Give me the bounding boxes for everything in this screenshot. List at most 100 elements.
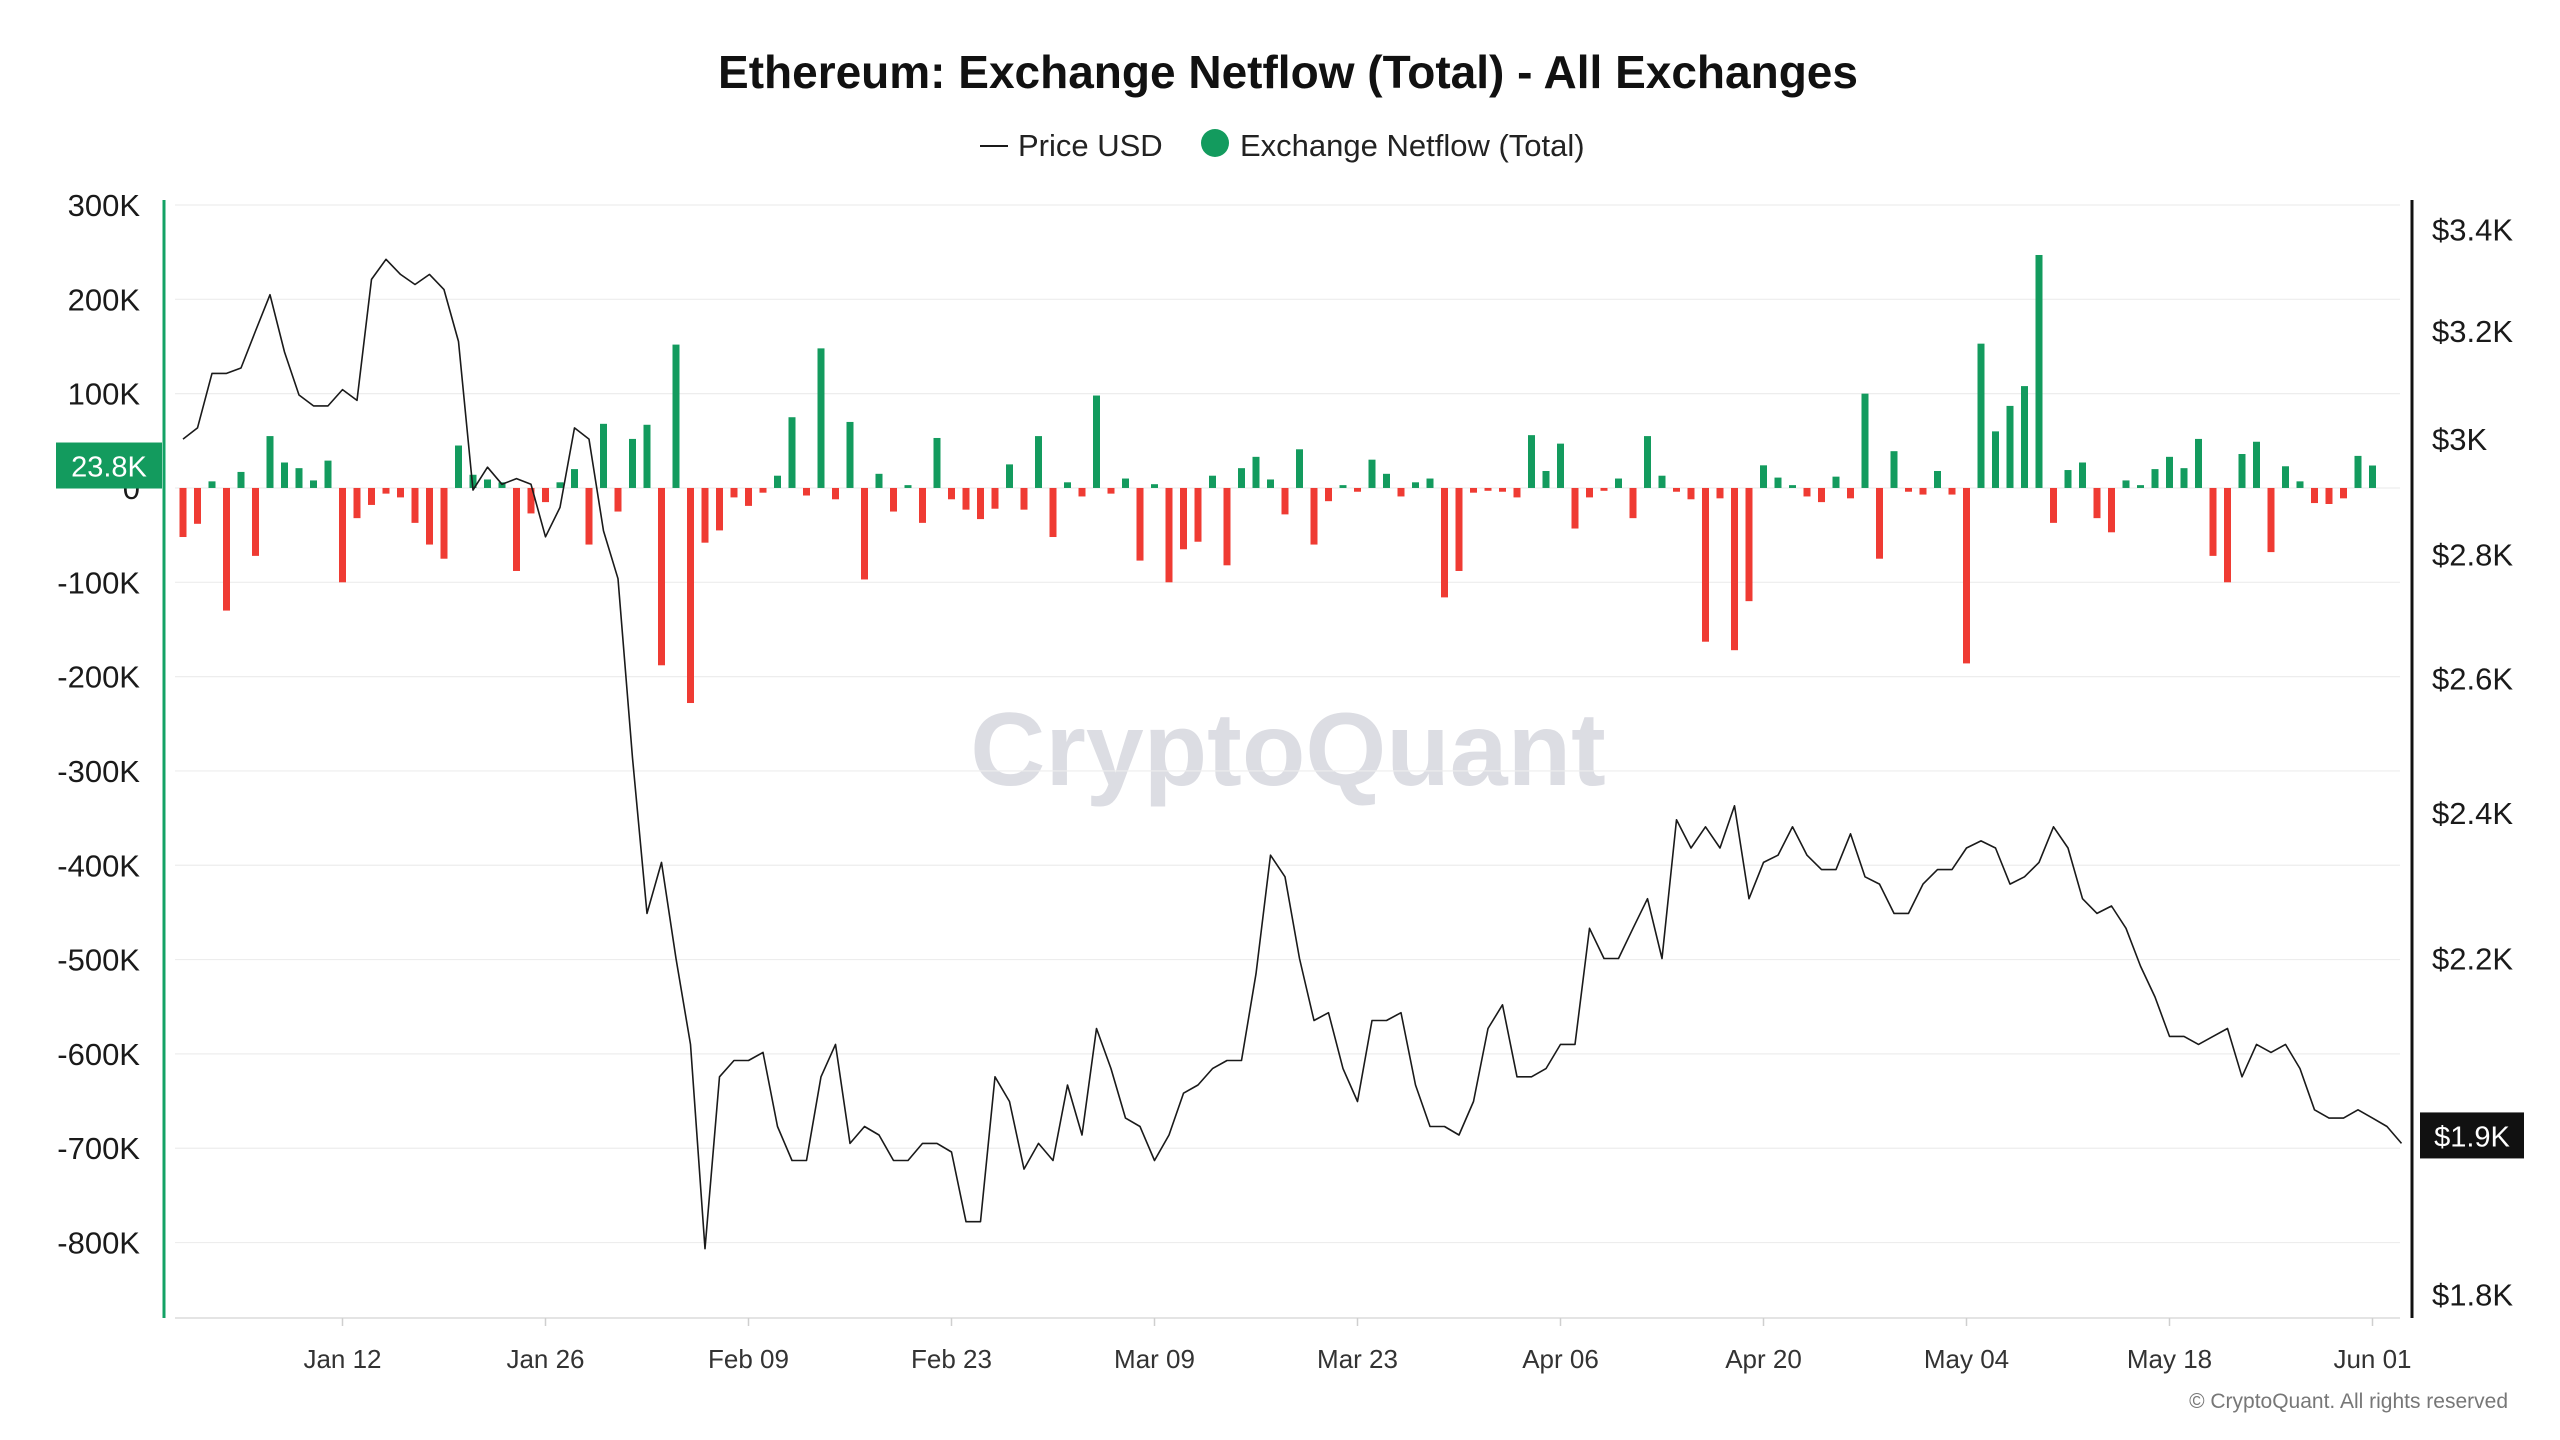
x-axis-ticks: Jan 12 Jan 26 Feb 09 Feb 23 Mar 09 Mar 23 Apr … — [303, 1318, 2412, 1374]
netflow-bar — [1455, 487, 1463, 571]
legend-netflow-dot-icon — [1201, 129, 1229, 157]
left-tick-label: -200K — [57, 660, 140, 695]
x-tick-label: Jan 12 — [303, 1344, 381, 1374]
netflow-bar — [2093, 487, 2101, 519]
netflow-bar — [1064, 482, 1071, 488]
netflow-bar — [1992, 431, 1999, 488]
netflow-bar — [2035, 254, 2043, 488]
netflow-bar — [1397, 487, 1405, 497]
netflow-bar — [1832, 476, 1840, 488]
netflow-bar — [1673, 487, 1680, 492]
netflow-bar — [1441, 487, 1448, 598]
netflow-bar — [223, 487, 230, 611]
netflow-bar — [1919, 487, 1927, 495]
netflow-bar — [2238, 454, 2246, 488]
netflow-bar — [382, 487, 390, 494]
netflow-bar — [1615, 478, 1622, 488]
netflow-bar — [426, 487, 433, 545]
netflow-bar — [1774, 477, 1782, 488]
netflow-bar — [1078, 487, 1086, 497]
netflow-bar — [1513, 487, 1521, 498]
left-tick-label: -500K — [57, 943, 140, 978]
netflow-bar — [1644, 436, 1651, 488]
netflow-bar — [194, 487, 201, 524]
netflow-bar — [2267, 487, 2275, 553]
netflow-bar — [1803, 487, 1811, 497]
netflow-bar — [2340, 487, 2347, 499]
netflow-bar — [513, 487, 520, 571]
netflow-bar — [1122, 478, 1129, 488]
netflow-bar — [2224, 487, 2231, 583]
netflow-bar — [542, 487, 549, 503]
netflow-bar — [2282, 466, 2289, 488]
netflow-bar — [1296, 449, 1303, 488]
netflow-bar — [2151, 469, 2159, 488]
netflow-bar — [2122, 480, 2130, 488]
netflow-bar — [1223, 487, 1231, 566]
x-tick-label: Feb 23 — [911, 1344, 992, 1374]
netflow-bar — [2325, 487, 2333, 505]
netflow-bar — [1470, 487, 1477, 493]
right-last-value: $1.9K — [2434, 1121, 2510, 1153]
x-tick-label: Mar 09 — [1114, 1344, 1195, 1374]
netflow-bar — [1847, 487, 1854, 499]
x-tick-label: Apr 20 — [1725, 1344, 1802, 1374]
right-tick-label: $3.4K — [2432, 212, 2513, 247]
netflow-bar — [1426, 478, 1434, 488]
netflow-bar — [1484, 487, 1492, 491]
netflow-bar — [2311, 487, 2318, 504]
legend: Price USD Exchange Netflow (Total) — [980, 128, 1585, 163]
netflow-bar — [2209, 487, 2217, 556]
netflow-bar — [759, 487, 767, 493]
netflow-bar — [266, 436, 274, 488]
netflow-bar — [1006, 464, 1013, 488]
left-tick-label: -400K — [57, 848, 140, 883]
netflow-bar — [817, 348, 825, 488]
netflow-bar — [1687, 487, 1695, 500]
netflow-bar — [1281, 487, 1289, 515]
netflow-bar — [788, 417, 796, 488]
netflow-bar — [310, 480, 317, 488]
netflow-bar — [614, 487, 622, 512]
right-tick-label: $2.2K — [2432, 942, 2513, 977]
netflow-bar — [179, 487, 187, 538]
netflow-bar — [1542, 470, 1550, 488]
netflow-bar — [1528, 435, 1535, 488]
netflow-bar — [962, 487, 970, 510]
x-tick-label: May 04 — [1924, 1344, 2009, 1374]
netflow-bar — [2166, 456, 2173, 488]
netflow-bar — [1020, 487, 1028, 510]
netflow-bar — [875, 473, 883, 488]
netflow-bar — [1136, 487, 1144, 561]
netflow-bar — [1629, 487, 1637, 519]
netflow-bar — [1948, 487, 1956, 495]
netflow-bar — [571, 469, 578, 488]
netflow-bar — [1731, 487, 1738, 651]
netflow-bars — [179, 254, 2376, 704]
netflow-bar — [208, 481, 216, 488]
left-tick-label: 100K — [68, 377, 141, 412]
left-tick-label: -300K — [57, 754, 140, 789]
netflow-bar — [745, 487, 752, 506]
left-tick-label: -100K — [57, 565, 140, 600]
netflow-bar — [701, 487, 709, 543]
x-tick-label: Apr 06 — [1522, 1344, 1599, 1374]
netflow-bar — [919, 487, 926, 523]
netflow-bar — [1383, 473, 1390, 488]
chart-title: Ethereum: Exchange Netflow (Total) - All… — [718, 46, 1858, 98]
netflow-bar — [687, 487, 694, 704]
netflow-bar — [2354, 455, 2362, 488]
netflow-bar — [1252, 456, 1260, 488]
netflow-bar — [730, 487, 738, 498]
netflow-bar — [1571, 487, 1579, 529]
netflow-bar — [2108, 487, 2115, 533]
netflow-bar — [1049, 487, 1057, 538]
netflow-bar — [629, 438, 636, 488]
x-tick-label: Mar 23 — [1317, 1344, 1398, 1374]
left-tick-label: 200K — [68, 282, 141, 317]
netflow-bar — [1151, 484, 1158, 488]
x-tick-label: Feb 09 — [708, 1344, 789, 1374]
right-tick-label: $3.2K — [2432, 314, 2513, 349]
netflow-bar — [1194, 487, 1202, 542]
netflow-bar — [397, 487, 404, 498]
